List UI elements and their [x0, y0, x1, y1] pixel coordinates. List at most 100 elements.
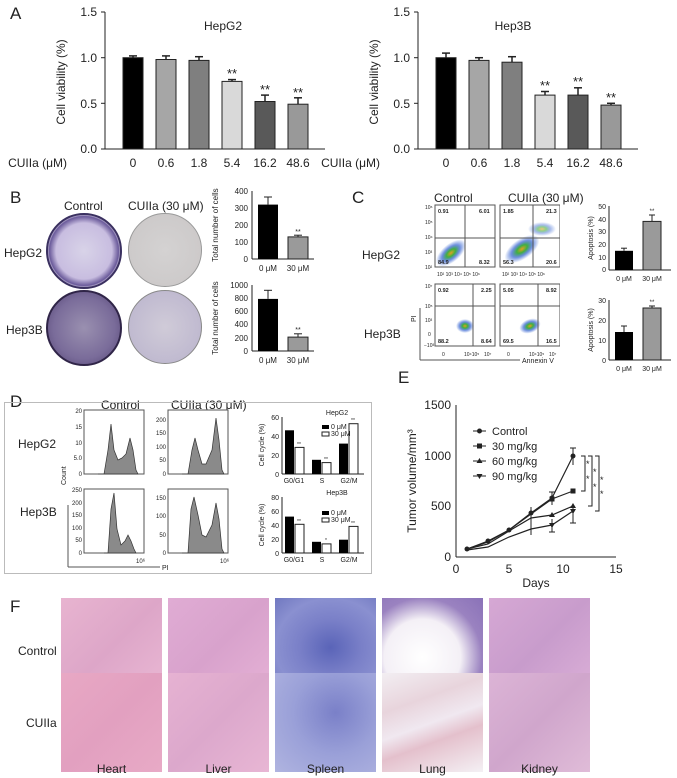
svg-text:HepG2: HepG2 — [326, 410, 348, 417]
svg-text:400: 400 — [235, 187, 249, 196]
svg-text:Cell cycle (%): Cell cycle (%) — [259, 504, 266, 547]
svg-text:200: 200 — [235, 334, 249, 343]
svg-text:*: * — [586, 459, 590, 469]
svg-text:G2/M: G2/M — [340, 557, 357, 564]
svg-text:10³: 10³ — [425, 318, 433, 324]
svg-text:0 μM: 0 μM — [616, 366, 632, 373]
svg-text:5.0: 5.0 — [74, 456, 83, 462]
chart-a-hepg2: 1.5 1.0 0.5 0.0 Cell viability (%) HepG2… — [8, 5, 325, 170]
svg-text:10⁵: 10⁵ — [425, 220, 433, 226]
svg-text:**: ** — [260, 82, 270, 97]
svg-text:Cell viability (%): Cell viability (%) — [367, 39, 381, 124]
svg-text:1000: 1000 — [230, 281, 248, 290]
svg-text:1.0: 1.0 — [80, 51, 97, 65]
svg-text:5: 5 — [506, 562, 513, 576]
svg-text:30 μM: 30 μM — [642, 366, 662, 373]
svg-text:*: * — [593, 482, 597, 492]
chart-e-tumor-volume: 1500 1000 500 0 0 5 10 15 Days Tumor volume/mm… — [405, 398, 623, 590]
svg-text:*: * — [586, 474, 590, 484]
row-label-hep3b: Hep3B — [6, 323, 43, 337]
svg-text:30 μM: 30 μM — [331, 431, 351, 438]
svg-text:150: 150 — [72, 513, 83, 519]
row-label-hepg2: HepG2 — [4, 246, 43, 260]
svg-text:Days: Days — [522, 576, 549, 590]
svg-text:*: * — [600, 489, 604, 499]
svg-text:0.5: 0.5 — [393, 97, 410, 111]
svg-text:PI: PI — [411, 315, 418, 322]
panel-label-e: E — [398, 368, 410, 387]
svg-text:10⁴10⁵: 10⁴10⁵ — [464, 352, 479, 358]
svg-text:500: 500 — [431, 499, 451, 513]
svg-text:10³: 10³ — [425, 250, 433, 256]
svg-text:0: 0 — [444, 550, 451, 564]
svg-text:0.91: 0.91 — [438, 209, 449, 215]
svg-text:*: * — [325, 538, 327, 544]
svg-text:10: 10 — [598, 255, 606, 262]
svg-text:Total number of cells: Total number of cells — [211, 281, 220, 354]
svg-text:Apoptosis (%): Apoptosis (%) — [588, 308, 595, 352]
svg-text:90 mg/kg: 90 mg/kg — [492, 471, 537, 483]
chart-b-hepg2: 400 300 200 100 0 Total number of cells ** 0… — [211, 187, 314, 273]
svg-text:15: 15 — [75, 425, 82, 431]
svg-text:0: 0 — [275, 551, 279, 558]
col-label-control: Control — [64, 199, 103, 213]
svg-text:0: 0 — [275, 472, 279, 479]
tissue-liver-cuiia — [168, 673, 269, 772]
svg-text:50: 50 — [75, 538, 82, 544]
col-label-lung: Lung — [419, 762, 446, 776]
panel-label-a: A — [10, 4, 22, 23]
svg-text:5.4: 5.4 — [537, 156, 554, 170]
panel-a-charts: 1.5 1.0 0.5 0.0 Cell viability (%) HepG2… — [8, 5, 638, 170]
svg-text:60 mg/kg: 60 mg/kg — [492, 456, 537, 468]
svg-text:G0/G1: G0/G1 — [284, 557, 305, 564]
tissue-kidney-cuiia — [489, 673, 590, 772]
svg-text:5.4: 5.4 — [224, 156, 241, 170]
svg-text:100: 100 — [235, 238, 249, 247]
svg-text:10: 10 — [75, 441, 82, 447]
svg-text:8.32: 8.32 — [479, 260, 490, 266]
svg-text:Tumor volume/mm³: Tumor volume/mm³ — [405, 429, 419, 533]
colony-dish-hepg2-control — [46, 213, 122, 289]
svg-text:0: 0 — [507, 352, 510, 358]
col-label-spleen: Spleen — [306, 762, 345, 776]
svg-text:HepG2: HepG2 — [204, 19, 242, 33]
svg-text:1.0: 1.0 — [393, 51, 410, 65]
svg-text:150: 150 — [156, 496, 167, 502]
svg-text:Control: Control — [492, 426, 527, 438]
svg-text:0.6: 0.6 — [158, 156, 175, 170]
panel-label-b: B — [10, 188, 22, 207]
svg-text:10² 10³ 10⁴ 10⁵ 10⁶: 10² 10³ 10⁴ 10⁵ 10⁶ — [437, 272, 480, 278]
svg-text:50: 50 — [159, 533, 166, 539]
svg-text:0: 0 — [443, 156, 450, 170]
row-label-cuiia: CUIIa — [26, 716, 57, 730]
svg-text:20: 20 — [75, 409, 82, 415]
svg-text:0.0: 0.0 — [393, 142, 410, 156]
svg-text:**: ** — [297, 519, 301, 525]
svg-text:30 μM: 30 μM — [642, 276, 662, 283]
svg-text:8.64: 8.64 — [481, 339, 493, 345]
svg-text:**: ** — [324, 457, 328, 463]
svg-text:10²: 10² — [425, 265, 433, 271]
svg-text:Cell viability (%): Cell viability (%) — [54, 39, 68, 124]
svg-text:Cell cycle (%): Cell cycle (%) — [259, 424, 266, 467]
row-label-hepg2: HepG2 — [362, 248, 401, 262]
svg-text:20: 20 — [598, 318, 606, 325]
svg-text:0.92: 0.92 — [438, 288, 449, 294]
svg-text:50: 50 — [159, 458, 166, 464]
svg-text:**: ** — [606, 90, 616, 105]
svg-text:10⁶: 10⁶ — [220, 558, 230, 565]
panel-d-cellcycle-charts: HepG2 60 40 20 0 Cell cycle (%) ** ** ** 0 μM… — [259, 410, 364, 564]
svg-text:**: ** — [351, 521, 355, 527]
svg-text:30: 30 — [598, 298, 606, 305]
svg-text:48.6: 48.6 — [286, 156, 310, 170]
svg-text:600: 600 — [235, 307, 249, 316]
svg-text:21.3: 21.3 — [546, 209, 557, 215]
svg-text:10⁷: 10⁷ — [484, 352, 492, 358]
svg-text:10⁴: 10⁴ — [425, 235, 433, 241]
svg-text:0: 0 — [428, 332, 431, 338]
svg-text:0: 0 — [130, 156, 137, 170]
svg-text:10: 10 — [556, 562, 570, 576]
flow-cytometry-plots: 0.91 6.01 84.9 8.32 1.85 21.3 56.3 20.6 10⁶ 10⁵… — [411, 204, 560, 365]
col-label-control: Control — [101, 398, 140, 412]
